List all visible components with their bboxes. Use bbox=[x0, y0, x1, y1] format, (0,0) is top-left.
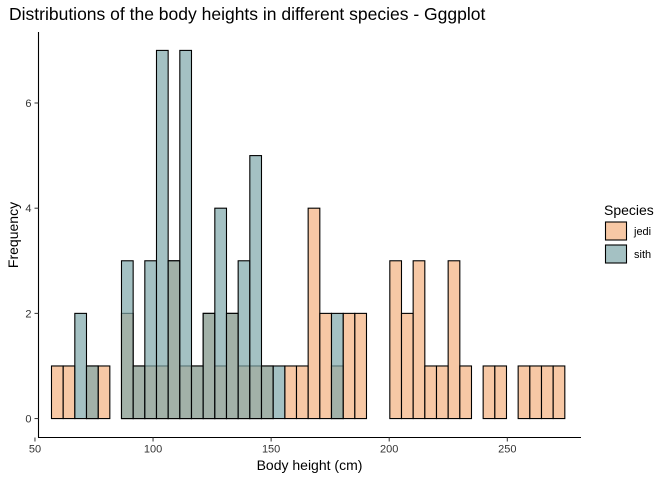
bar-jedi bbox=[307, 207, 321, 420]
bar-jedi bbox=[412, 260, 426, 420]
legend-label-jedi: jedi bbox=[633, 226, 651, 238]
y-tick-label: 2 bbox=[25, 308, 31, 320]
y-tick-label: 6 bbox=[25, 98, 31, 110]
legend: Species jedi sith bbox=[604, 202, 654, 264]
bar-jedi bbox=[540, 365, 554, 420]
bar-jedi bbox=[517, 365, 531, 420]
bar-jedi bbox=[529, 365, 543, 420]
bar-jedi bbox=[447, 260, 461, 420]
y-tick-label: 4 bbox=[25, 203, 31, 215]
bar-jedi bbox=[494, 365, 508, 420]
legend-key-sith bbox=[604, 244, 628, 264]
bar-jedi bbox=[389, 260, 403, 420]
y-axis-ticks: 0 2 4 6 bbox=[25, 98, 39, 426]
bar-sith bbox=[132, 365, 146, 420]
bar-sith bbox=[225, 312, 239, 420]
bar-sith bbox=[249, 155, 263, 420]
bar-jedi bbox=[50, 365, 64, 420]
x-tick-label: 50 bbox=[29, 444, 41, 456]
bar-sith bbox=[260, 365, 274, 420]
y-tick-label: 0 bbox=[25, 414, 31, 426]
bars-layer bbox=[50, 49, 566, 420]
bar-sith bbox=[214, 207, 228, 420]
bar-jedi bbox=[482, 365, 496, 420]
bar-sith bbox=[85, 365, 99, 420]
bar-jedi bbox=[435, 365, 449, 420]
bar-sith bbox=[272, 365, 286, 420]
legend-label-sith: sith bbox=[634, 249, 651, 261]
bar-sith bbox=[179, 49, 193, 420]
bar-jedi bbox=[284, 365, 298, 420]
series-sith bbox=[74, 49, 344, 420]
legend-title: Species bbox=[604, 202, 654, 218]
bar-sith bbox=[330, 312, 344, 420]
bar-jedi bbox=[319, 312, 333, 420]
x-axis-ticks: 50 100 150 200 250 bbox=[29, 437, 516, 456]
bar-jedi bbox=[97, 365, 111, 420]
bar-sith bbox=[120, 260, 134, 420]
bar-jedi bbox=[354, 312, 368, 420]
x-tick-label: 100 bbox=[144, 444, 162, 456]
bar-sith bbox=[202, 312, 216, 420]
bar-sith bbox=[167, 260, 181, 420]
chart-title: Distributions of the body heights in dif… bbox=[9, 4, 485, 24]
bar-jedi bbox=[459, 365, 473, 420]
bar-jedi bbox=[424, 365, 438, 420]
bar-sith bbox=[190, 365, 204, 420]
bar-sith bbox=[237, 260, 251, 420]
x-axis-title: Body height (cm) bbox=[257, 457, 363, 473]
bar-jedi bbox=[295, 365, 309, 420]
bar-sith bbox=[144, 260, 158, 420]
x-tick-label: 200 bbox=[380, 444, 398, 456]
bar-sith bbox=[155, 49, 169, 420]
x-tick-label: 150 bbox=[262, 444, 280, 456]
bar-jedi bbox=[552, 365, 566, 420]
bar-jedi bbox=[400, 312, 414, 420]
bar-sith bbox=[74, 312, 88, 420]
y-axis-title: Frequency bbox=[5, 202, 21, 268]
legend-key-jedi bbox=[604, 221, 628, 241]
x-tick-label: 250 bbox=[498, 444, 516, 456]
bar-jedi bbox=[62, 365, 76, 420]
bar-jedi bbox=[342, 312, 356, 420]
